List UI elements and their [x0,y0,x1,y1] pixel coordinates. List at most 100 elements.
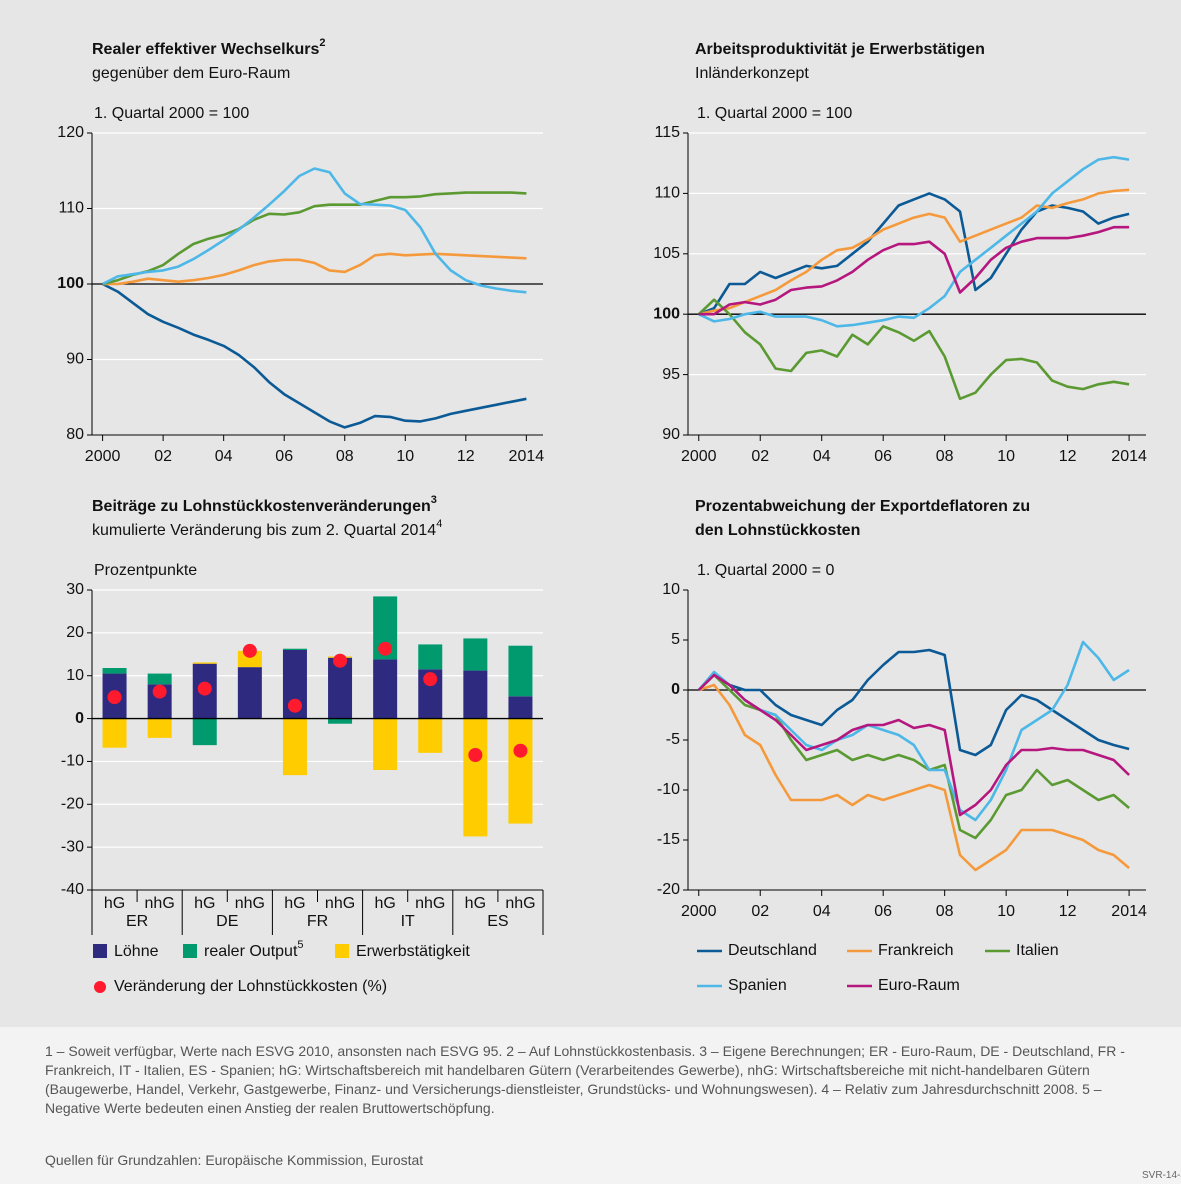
series-line [697,673,1131,817]
series-line [697,673,1130,840]
x-tick-label: 04 [813,448,831,465]
x-tick-label: nhG [325,895,355,912]
y-tick-label: -40 [61,881,84,898]
x-tick-label: 2014 [1111,903,1147,920]
y-tick-label: 30 [66,581,84,598]
marker [423,672,438,687]
x-tick-label: nhG [505,895,535,912]
series-line [102,167,527,294]
x-tick-label: 06 [874,448,892,465]
bar-segment [282,718,307,776]
legend-label: Euro-Raum [878,977,960,994]
series-line [697,640,1130,822]
chart-code: SVR-14-310 [1142,1170,1181,1181]
x-tick-label: 2014 [1111,448,1147,465]
chart-title-note: 3 [431,494,437,506]
chart-title: Prozentabweichung der Exportdeflatoren z… [695,498,1030,515]
unit-label: 1. Quartal 2000 = 0 [697,562,835,579]
y-tick-label: -10 [657,781,680,798]
series-line [697,298,1130,401]
bar-segment [508,696,533,719]
x-tick-label: 06 [874,903,892,920]
bar-segment [508,645,533,697]
legend-label-text: Löhne [114,943,159,960]
x-tick-label: 12 [1059,448,1077,465]
legend-swatch [94,981,106,993]
bar-segment [463,718,488,837]
y-tick-label: -15 [657,831,680,848]
y-tick-label: -20 [657,881,680,898]
legend-swatch [183,944,197,958]
bar-segment [237,650,262,668]
series-line [698,225,1130,316]
legend-label: Spanien [728,977,787,994]
y-tick-label: 0 [671,681,680,698]
x-tick-label: 2014 [509,448,545,465]
x-tick-label: 04 [215,448,233,465]
chart-title-note: 2 [319,37,325,49]
chart-subtitle-text: kumulierte Veränderung bis zum 2. Quarta… [92,522,436,539]
legend-label: Italien [1016,942,1059,959]
y-tick-label: 110 [58,200,84,217]
series-line [102,191,527,286]
bar-segment [282,648,307,650]
bar-segment [463,670,488,719]
legend-label: Löhne [114,943,159,960]
y-tick-label: -20 [61,796,84,813]
bar-segment [237,667,262,719]
chart-subtitle-text: Inländerkonzept [695,65,809,82]
chart-title-text: Realer effektiver Wechselkurs [92,41,319,58]
x-tick-label: 12 [457,448,475,465]
y-tick-label: -30 [61,838,84,855]
bar-segment [192,662,217,664]
chart-subtitle: gegenüber dem Euro-Raum [92,65,290,82]
bar-segment [373,659,398,719]
x-tick-label: hG [465,895,486,912]
y-tick-label: 95 [662,366,680,383]
chart-subtitle-text: gegenüber dem Euro-Raum [92,65,290,82]
bar-segment [418,644,443,670]
x-tick-label: hG [104,895,125,912]
chart-title: den Lohnstückkosten [695,522,860,539]
y-tick-label: 100 [653,305,680,322]
x-tick-label: 08 [336,448,354,465]
unit-label: Prozentpunkte [94,562,197,579]
chart-subtitle-note: 4 [436,518,442,530]
y-tick-label: 115 [654,124,680,141]
bar-segment [463,638,488,671]
y-tick-label: 90 [66,351,84,368]
y-tick-label: 80 [66,426,84,443]
group-label: DE [216,913,238,930]
bar-segment [147,718,172,738]
bar-segment [147,673,172,685]
x-tick-label: hG [194,895,215,912]
group-label: IT [401,913,415,930]
x-tick-label: 10 [997,903,1015,920]
series-line [102,282,527,429]
chart-title: Realer effektiver Wechselkurs2 [92,37,326,58]
bar-segment [508,718,533,824]
x-tick-label: 10 [396,448,414,465]
bar-segment [328,657,353,719]
group-label: FR [307,913,328,930]
bar-segment [373,718,398,770]
bar-segment [192,718,217,746]
x-tick-label: 2000 [681,448,717,465]
group-label: ES [487,913,508,930]
x-tick-label: 02 [751,903,769,920]
x-tick-label: hG [284,895,305,912]
x-tick-label: hG [374,895,395,912]
x-tick-label: nhG [145,895,175,912]
x-tick-label: 2000 [85,448,121,465]
y-tick-label: 120 [57,124,84,141]
x-tick-label: 08 [936,903,954,920]
series-line [698,155,1130,328]
series-line [102,252,527,286]
y-tick-label: 105 [653,245,680,262]
legend-label: Deutschland [728,942,817,959]
bar-segment [102,668,127,674]
x-tick-label: 2000 [681,903,717,920]
legend-swatch [93,944,107,958]
y-tick-label: 5 [671,631,680,648]
